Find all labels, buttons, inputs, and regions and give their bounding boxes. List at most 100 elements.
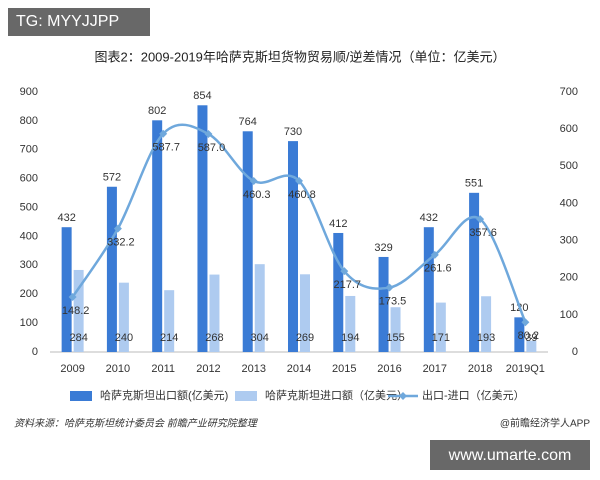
- bar: [242, 131, 253, 352]
- legend-swatch: [235, 391, 257, 401]
- y-tick-label: 900: [20, 86, 38, 98]
- value-label: 587.7: [152, 142, 180, 154]
- watermark-box: [430, 440, 590, 470]
- value-label: 854: [193, 90, 211, 102]
- bar: [118, 282, 129, 352]
- watermark: TG: MYYJJPP: [16, 13, 119, 30]
- line-marker: [476, 215, 485, 224]
- line-marker: [430, 250, 439, 259]
- x-tick-label: 2019Q1: [506, 363, 545, 375]
- bar: [390, 307, 401, 352]
- value-label: 155: [386, 332, 404, 344]
- bar: [481, 296, 492, 352]
- bar: [345, 295, 356, 352]
- value-label: 171: [432, 332, 450, 344]
- value-label: 551: [465, 178, 483, 190]
- value-label: 173.5: [379, 295, 407, 307]
- value-label: 460.3: [243, 189, 271, 201]
- legend-label: 哈萨克斯坦进口额（亿美元）: [265, 388, 408, 402]
- value-label: 357.6: [469, 227, 497, 239]
- y2-tick-label: 500: [560, 160, 578, 172]
- line-marker: [204, 129, 213, 138]
- bar: [378, 256, 389, 352]
- bar: [73, 269, 84, 352]
- value-label: 284: [69, 332, 87, 344]
- bar: [197, 105, 208, 353]
- value-label: 730: [284, 126, 302, 138]
- x-tick-label: 2010: [106, 363, 130, 375]
- value-label: 802: [148, 105, 166, 117]
- line-marker: [385, 283, 394, 292]
- bar: [164, 290, 175, 352]
- value-label: 572: [103, 172, 121, 184]
- y-tick-label: 200: [20, 288, 38, 300]
- legend-label: 哈萨克斯坦出口额(亿美元): [100, 388, 228, 402]
- value-label: 193: [477, 332, 495, 344]
- watermark: www.umarte.com: [448, 447, 572, 464]
- y2-tick-label: 600: [560, 123, 578, 135]
- y2-tick-label: 0: [572, 346, 578, 358]
- x-tick-label: 2016: [377, 363, 401, 375]
- y2-tick-label: 400: [560, 197, 578, 209]
- value-label: 261.6: [424, 263, 452, 275]
- value-label: 432: [420, 212, 438, 224]
- y-tick-label: 400: [20, 230, 38, 242]
- value-label: 764: [239, 116, 257, 128]
- value-label: 432: [57, 212, 75, 224]
- value-label: 412: [329, 218, 347, 230]
- value-label: 332.2: [107, 237, 135, 249]
- line-marker: [521, 318, 530, 327]
- y2-tick-label: 100: [560, 309, 578, 321]
- bar: [300, 274, 310, 352]
- bar: [469, 192, 480, 352]
- chart-title: 图表2：2009-2019年哈萨克斯坦货物贸易顺/逆差情况（单位：亿美元）: [94, 49, 505, 64]
- brand: @前瞻经济学人APP: [500, 417, 590, 430]
- value-label: 80.2: [518, 330, 539, 342]
- line-marker: [113, 224, 122, 233]
- line-marker: [249, 177, 258, 186]
- x-tick-label: 2018: [468, 363, 492, 375]
- bar: [61, 227, 72, 352]
- watermark-box: [8, 8, 150, 36]
- x-tick-label: 2017: [423, 363, 447, 375]
- y-tick-label: 700: [20, 144, 38, 156]
- x-tick-label: 2009: [60, 363, 84, 375]
- y-tick-label: 800: [20, 115, 38, 127]
- value-label: 148.2: [62, 305, 90, 317]
- x-tick-label: 2014: [287, 363, 311, 375]
- y2-tick-label: 700: [560, 86, 578, 98]
- value-label: 304: [251, 332, 269, 344]
- line-marker: [295, 176, 303, 185]
- bar: [423, 227, 434, 352]
- source: 资料来源：哈萨克斯坦统计委员会 前瞻产业研究院整理: [14, 418, 259, 430]
- x-tick-label: 2011: [151, 363, 175, 375]
- bar: [254, 264, 265, 352]
- y-tick-label: 100: [20, 317, 38, 329]
- y-tick-label: 500: [20, 201, 38, 213]
- line-marker: [340, 267, 349, 276]
- value-label: 194: [341, 332, 359, 344]
- value-label: 217.7: [334, 279, 362, 291]
- bar: [209, 274, 220, 352]
- value-label: 240: [115, 332, 133, 344]
- line-marker: [68, 292, 77, 301]
- x-tick-label: 2013: [241, 363, 265, 375]
- value-label: 460.8: [288, 189, 316, 201]
- bar: [514, 317, 525, 352]
- bar: [526, 340, 537, 352]
- bar: [333, 232, 344, 352]
- x-tick-label: 2012: [196, 363, 220, 375]
- x-tick-label: 2015: [332, 363, 356, 375]
- value-label: 214: [160, 332, 178, 344]
- legend-label: 出口-进口（亿美元）: [422, 388, 525, 402]
- y-tick-label: 600: [20, 173, 38, 185]
- bar: [152, 120, 163, 352]
- y2-tick-label: 300: [560, 234, 578, 246]
- line-marker: [159, 129, 168, 138]
- value-label: 269: [296, 332, 314, 344]
- y2-tick-label: 200: [560, 272, 578, 284]
- bar: [435, 302, 446, 352]
- y-tick-label: 300: [20, 259, 38, 271]
- legend-swatch: [399, 392, 407, 400]
